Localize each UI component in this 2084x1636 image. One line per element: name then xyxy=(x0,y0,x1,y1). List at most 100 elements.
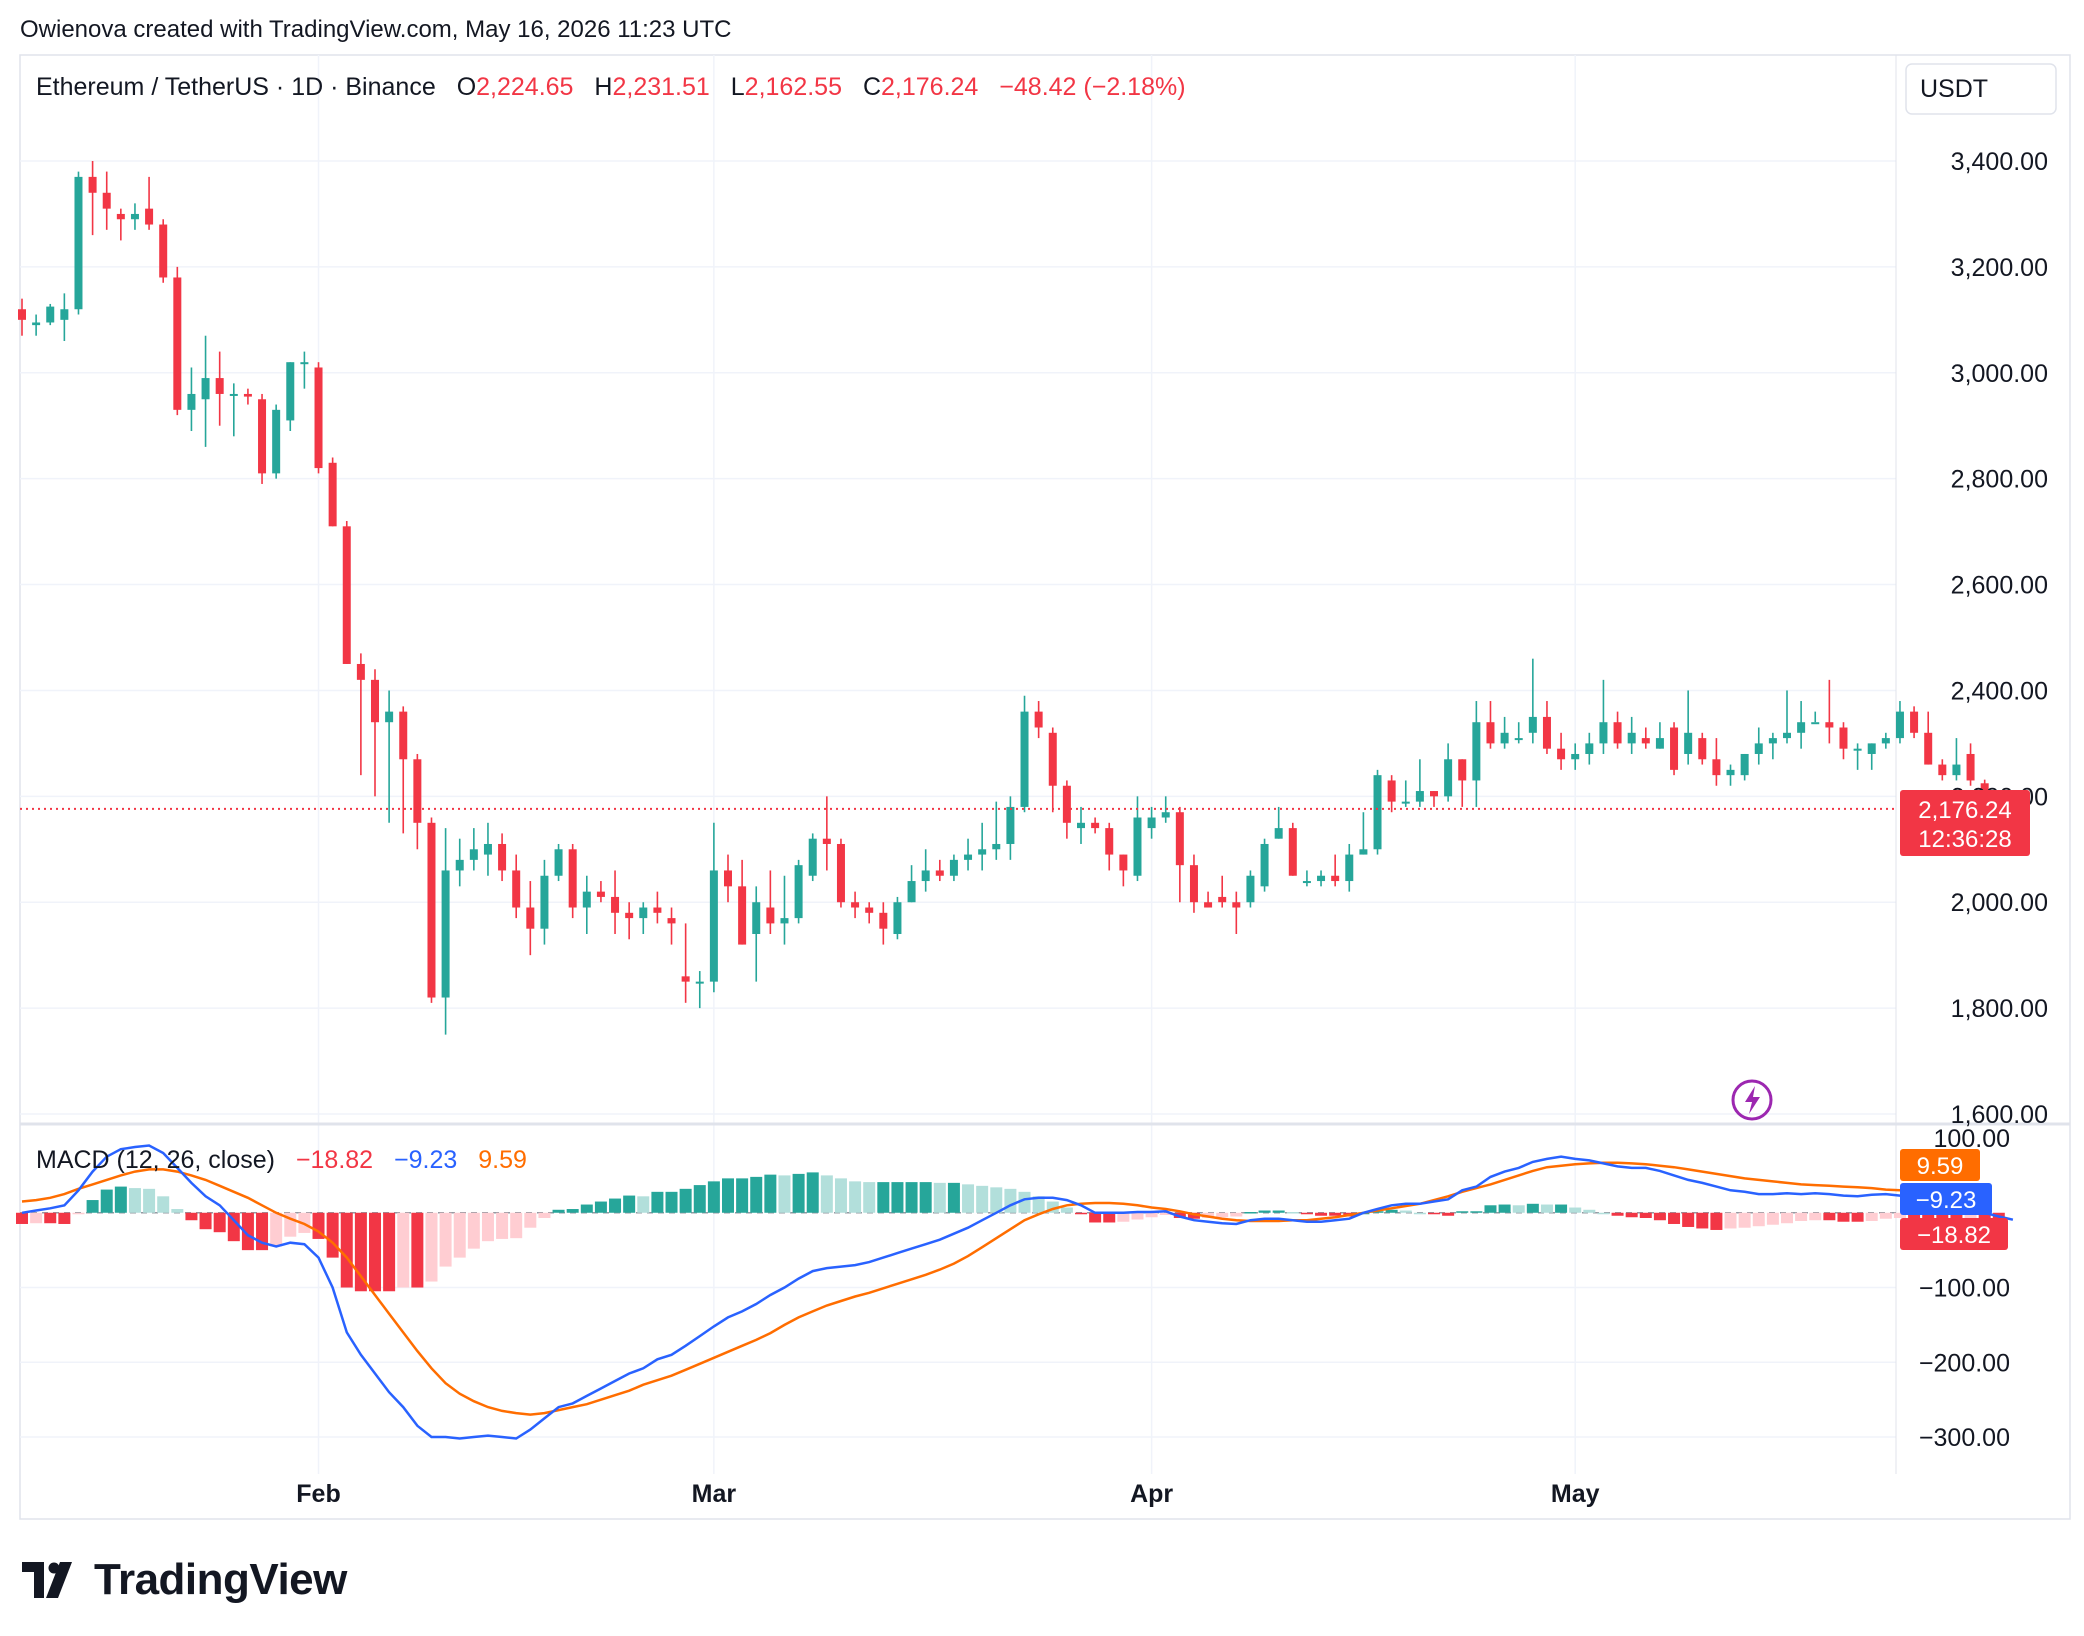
candle-body xyxy=(201,378,210,400)
candle-body xyxy=(1401,801,1410,804)
currency-button[interactable]: USDT xyxy=(1905,63,2057,115)
candle xyxy=(328,457,337,527)
candle-body xyxy=(596,891,605,897)
histogram-bar xyxy=(806,1172,819,1213)
candle-body xyxy=(822,838,831,844)
histogram-bar xyxy=(778,1175,791,1213)
macd-pane[interactable] xyxy=(16,1144,2014,1440)
histogram-bar xyxy=(213,1212,226,1233)
candle-body xyxy=(413,759,422,823)
candle xyxy=(314,362,323,474)
candle xyxy=(1458,759,1467,807)
open-value: 2,224.65 xyxy=(476,73,573,101)
candle xyxy=(1246,870,1255,908)
candle xyxy=(1006,796,1015,860)
candle-body xyxy=(1006,806,1015,844)
candle-body xyxy=(1302,881,1311,884)
histogram-bar xyxy=(580,1204,593,1213)
histogram-bar xyxy=(552,1209,565,1213)
candle-body xyxy=(455,859,464,871)
histogram-bar xyxy=(157,1196,170,1213)
candle xyxy=(780,875,789,945)
candle xyxy=(371,669,379,797)
candle-body xyxy=(1867,743,1876,754)
histogram-bar xyxy=(1187,1212,1200,1219)
candle xyxy=(1754,727,1763,765)
candle-body xyxy=(1627,732,1636,744)
candle-body xyxy=(935,870,944,876)
candle xyxy=(554,843,563,882)
candle-body xyxy=(1359,849,1368,855)
histogram-bar xyxy=(1032,1196,1045,1213)
signal-tag: 9.59 xyxy=(1917,1153,1964,1180)
price-pane[interactable] xyxy=(18,161,1989,1035)
candle-body xyxy=(879,912,888,929)
histogram-bar xyxy=(1060,1207,1073,1213)
candle-body xyxy=(1585,743,1594,754)
candle-body xyxy=(116,213,125,220)
candle xyxy=(1105,822,1114,871)
lightning-icon[interactable] xyxy=(1731,1079,1773,1121)
candle-body xyxy=(780,918,789,924)
candle xyxy=(1670,722,1679,776)
macd-line xyxy=(21,1144,2014,1440)
tradingview-brand[interactable]: TradingView xyxy=(22,1555,347,1605)
candle xyxy=(1768,732,1777,760)
candle xyxy=(1528,658,1537,744)
candle xyxy=(1500,716,1509,749)
candle-body xyxy=(441,870,450,998)
candle xyxy=(1571,743,1580,770)
candle xyxy=(667,907,676,945)
price-axis[interactable]: 3,400.00 3,200.00 3,000.00 2,800.00 2,600.00… xyxy=(1951,148,2048,1129)
candle-body xyxy=(1783,732,1791,739)
histogram-bar xyxy=(1653,1212,1666,1221)
candle xyxy=(385,690,394,823)
candle xyxy=(540,859,549,945)
close-label: C xyxy=(863,73,881,101)
macd-tick-label: −200.00 xyxy=(1919,1349,2010,1377)
candle xyxy=(1387,775,1396,813)
candle-body xyxy=(1062,785,1071,823)
time-axis[interactable]: Feb Mar Apr May xyxy=(296,1480,1599,1508)
histogram-bar xyxy=(566,1209,579,1213)
candle-body xyxy=(836,843,845,903)
candle xyxy=(187,367,196,432)
histogram-bar xyxy=(1611,1212,1624,1216)
histogram-bar xyxy=(326,1212,339,1258)
symbol-legend[interactable]: Ethereum / TetherUS · 1D · Binance O2,22… xyxy=(36,73,1186,101)
svg-text:MACD (12, 26, close) −: MACD (12, 26, close) −18.82 −9.23 9.59 xyxy=(36,1146,527,1174)
histogram-bar xyxy=(1442,1212,1455,1216)
histogram-bar xyxy=(609,1198,622,1213)
candle xyxy=(498,833,507,882)
candle xyxy=(1020,695,1029,813)
macd-legend[interactable]: MACD (12, 26, close) −18.82 −9.23 9.59 xyxy=(36,1146,527,1174)
histogram-bar xyxy=(1922,1212,1935,1221)
candle-body xyxy=(1839,727,1848,749)
candle xyxy=(1881,732,1890,749)
histogram-bar xyxy=(1738,1212,1751,1228)
candle-body xyxy=(342,526,351,664)
candle-body xyxy=(1048,732,1057,786)
candle xyxy=(893,896,902,940)
candle-body xyxy=(1274,828,1283,839)
histogram-bar xyxy=(72,1212,85,1215)
candle xyxy=(1189,854,1198,913)
low-label: L xyxy=(731,73,745,101)
candle-body xyxy=(1288,828,1297,876)
histogram-bar xyxy=(199,1212,212,1230)
candle-body xyxy=(1034,711,1043,728)
candle xyxy=(469,828,478,871)
candle-body xyxy=(46,306,55,323)
candle-body xyxy=(639,907,648,919)
histogram-bar xyxy=(114,1186,127,1213)
histogram-bar xyxy=(354,1212,367,1292)
price-tick-label: 3,400.00 xyxy=(1951,148,2048,176)
histogram-bar xyxy=(722,1178,734,1213)
candle xyxy=(1627,716,1636,754)
candle xyxy=(1599,679,1608,754)
currency-label: USDT xyxy=(1920,75,1988,103)
macd-axis[interactable]: 100.00 −100.00 −200.00 −300.00 xyxy=(1919,1125,2010,1452)
candle xyxy=(427,817,436,1003)
candle xyxy=(596,881,605,903)
